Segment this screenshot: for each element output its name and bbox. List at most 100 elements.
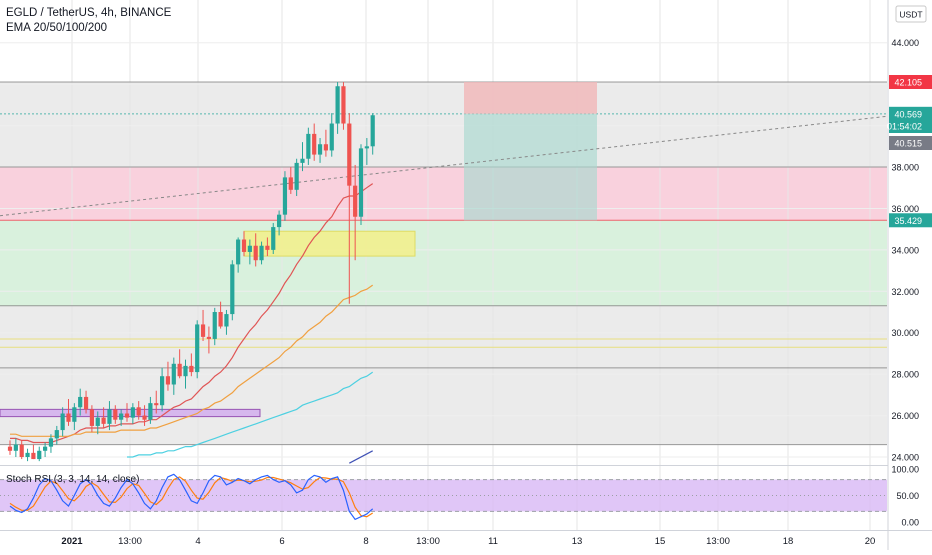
stoch-tick-label: 0.00 — [901, 518, 919, 528]
candle-body — [142, 415, 147, 420]
candle-body — [200, 324, 206, 337]
candle-body — [119, 413, 124, 420]
price-marker — [889, 136, 932, 150]
candle-body — [183, 365, 188, 377]
price-tick-label: 44.000 — [891, 38, 919, 48]
highlight-box-yellow — [243, 230, 416, 257]
candle-body — [72, 407, 77, 422]
time-tick-label: 13 — [572, 536, 583, 547]
chart-title: EGLD / TetherUS, 4h, BINANCE — [6, 7, 172, 19]
candle-body — [101, 417, 106, 424]
candle-body — [288, 177, 293, 190]
candle-body — [177, 363, 182, 377]
candle-body — [306, 133, 311, 159]
time-tick-label: 13:00 — [118, 536, 142, 547]
price-marker — [889, 106, 932, 121]
candle-body — [282, 177, 288, 215]
highlight-box-purple — [0, 408, 261, 418]
price-tick-label: 24.000 — [891, 453, 919, 463]
ema100-line — [127, 371, 374, 458]
zone-green — [0, 220, 887, 306]
candle-body — [353, 185, 358, 217]
time-tick-label: 13:00 — [706, 536, 730, 547]
candle-body — [259, 245, 264, 261]
candle-body — [236, 239, 241, 265]
candle-body — [323, 144, 328, 151]
candle-body — [154, 403, 159, 406]
candle-body — [48, 438, 54, 447]
position-target-zone — [464, 113, 597, 221]
price-marker — [889, 119, 932, 133]
candle-body — [171, 363, 176, 385]
candle-body — [312, 133, 317, 155]
candle-body — [37, 450, 42, 460]
price-marker-label: 40.515 — [894, 139, 922, 149]
candle-body — [89, 409, 94, 426]
candle-body — [113, 409, 118, 420]
candle-body — [60, 413, 65, 431]
stoch-tick-label: 100.00 — [891, 465, 919, 475]
price-tick-label: 30.000 — [891, 328, 919, 338]
price-marker-label: 40.569 — [894, 109, 922, 119]
candle-body — [370, 115, 375, 147]
candle-body — [25, 452, 30, 457]
stoch-d-line — [9, 476, 374, 518]
price-marker-label: 42.105 — [894, 78, 922, 88]
price-axis-bg — [888, 0, 932, 550]
currency-box — [895, 5, 927, 23]
price-marker — [889, 75, 932, 89]
zone-pink — [0, 167, 887, 221]
stoch-rsi-label: Stoch RSI (3, 3, 14, 14, close) — [6, 474, 140, 485]
candle-body — [130, 407, 135, 418]
time-tick-label: 2021 — [61, 536, 83, 547]
candle-body — [13, 444, 18, 451]
price-tick-label: 28.000 — [891, 370, 919, 380]
zone-gray — [0, 82, 887, 168]
candle-body — [300, 158, 305, 163]
candle-body — [124, 413, 130, 418]
price-tick-label: 34.000 — [891, 245, 919, 255]
time-tick-label: 15 — [655, 536, 666, 547]
candle-body — [358, 148, 364, 217]
ema50-line — [10, 284, 374, 437]
price-tick-label: 32.000 — [891, 287, 919, 297]
candle-body — [195, 324, 200, 373]
candle-body — [317, 144, 323, 155]
candle-body — [212, 312, 217, 339]
currency-label: USDT — [899, 10, 922, 20]
candle-body — [253, 245, 258, 261]
candle-body — [107, 409, 112, 424]
time-tick-label: 18 — [783, 536, 794, 547]
candle-body — [54, 430, 59, 439]
candle-body — [335, 86, 340, 124]
price-tick-label: 38.000 — [891, 163, 919, 173]
candle-body — [148, 403, 153, 420]
candle-body — [224, 314, 229, 327]
ema200-line — [349, 450, 373, 464]
candle-body — [189, 365, 194, 373]
candle-body — [347, 123, 352, 186]
candle-body — [241, 239, 247, 252]
price-marker — [889, 213, 932, 228]
price-marker-label: 01:54:02 — [887, 122, 922, 132]
candle-body — [230, 264, 235, 315]
candle-body — [31, 452, 36, 460]
candle-body — [364, 146, 369, 149]
candle-body — [271, 227, 276, 250]
candle-body — [247, 245, 252, 252]
candle-body — [66, 413, 71, 422]
candle-body — [206, 336, 211, 339]
price-tick-label: 36.000 — [891, 204, 919, 214]
zone-gray — [0, 305, 887, 445]
trend-line — [0, 115, 888, 217]
candle-body — [83, 396, 89, 410]
position-stop-zone — [464, 82, 597, 114]
candle-body — [265, 245, 270, 250]
candle-body — [160, 376, 165, 406]
stoch-k-line — [9, 473, 374, 521]
time-tick-label: 8 — [363, 536, 368, 547]
stoch-tick-label: 50.00 — [896, 491, 919, 501]
candle-body — [78, 396, 83, 408]
